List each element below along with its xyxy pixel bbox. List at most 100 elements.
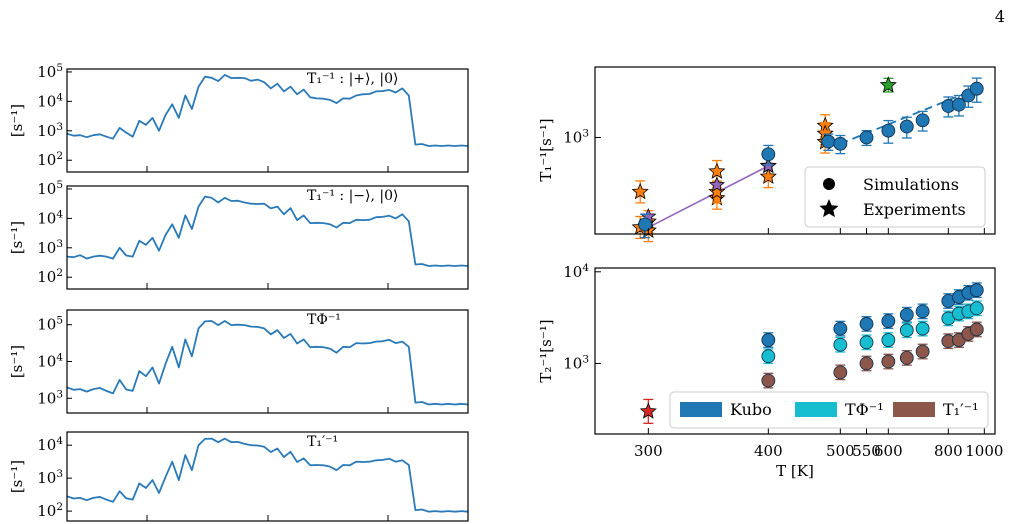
panel-frame	[66, 431, 469, 522]
kubo-point	[881, 314, 896, 328]
simulation-point	[859, 130, 874, 145]
experiment-point	[879, 76, 897, 93]
panel-frame	[66, 68, 469, 173]
legend-swatch	[680, 402, 722, 417]
y-tick-label: 103	[37, 388, 63, 407]
x-tick-label: 300	[634, 442, 663, 460]
x-tick-label: 400	[754, 442, 783, 460]
legend-swatch	[795, 402, 837, 417]
legend-label: TΦ⁻¹	[845, 400, 884, 419]
legend-label: T₁′⁻¹	[943, 400, 979, 419]
y-tick-label: 105	[37, 62, 63, 81]
tphi-point	[969, 301, 984, 316]
x-tick-label: 550	[852, 442, 881, 460]
t1p-point	[915, 344, 930, 359]
panel-frame	[66, 185, 469, 290]
y-axis-label: [s⁻¹]	[8, 460, 26, 493]
legend-label: Kubo	[730, 400, 772, 419]
y-axis-label: [s⁻¹]	[8, 104, 26, 137]
simulation-point	[881, 123, 896, 138]
simulation-point	[638, 217, 653, 232]
y-tick-label: 104	[37, 91, 63, 110]
legend-label-simulations: Simulations	[863, 175, 959, 194]
legend: Simulations Experiments	[804, 166, 986, 228]
panel-frame	[594, 66, 996, 235]
t1p-point	[833, 365, 848, 380]
series-line	[66, 437, 469, 513]
legend-marker-experiments	[819, 198, 839, 218]
legend: Kubo TΦ⁻¹ T₁′⁻¹	[669, 391, 989, 429]
legend-label-experiments: Experiments	[863, 200, 966, 219]
t1p-point	[881, 354, 896, 369]
kubo-point	[899, 307, 914, 322]
y-axis-label: [s⁻¹]	[8, 221, 26, 254]
y-tick-label: 103	[563, 353, 589, 372]
kubo-point	[859, 317, 874, 331]
series-line	[66, 74, 469, 147]
t1p-point	[899, 350, 914, 365]
panel-label: T₁⁻¹ : |−⟩, |0⟩	[307, 188, 398, 204]
kubo-point	[833, 321, 848, 336]
x-tick-label: 800	[934, 442, 963, 460]
time-series-panel-4: 102 103 104 T₁′⁻¹ [s⁻¹]	[8, 431, 469, 522]
simulation-point	[761, 147, 776, 162]
y-tick-label: 104	[37, 435, 63, 454]
experiment-point	[631, 182, 649, 200]
panel-label: T₁′⁻¹	[307, 434, 338, 450]
tphi-point	[881, 333, 896, 347]
experiment-point	[708, 162, 726, 179]
experiment-point	[639, 402, 657, 419]
t1p-point	[969, 322, 984, 337]
time-series-panel-2: 102 103 104 105 T₁⁻¹ : |−⟩, |0⟩ [s⁻¹]	[8, 179, 469, 290]
simulation-point	[899, 119, 914, 134]
panel-label: TΦ⁻¹	[307, 312, 341, 328]
series-line	[66, 320, 469, 406]
tphi-point	[761, 349, 776, 364]
x-tick-label: 1000	[965, 442, 1003, 460]
y-tick-label: 103	[563, 127, 589, 146]
panel-frame	[66, 309, 469, 414]
y-tick-label: 104	[563, 262, 589, 281]
y-axis-label: T₁⁻¹[s⁻¹]	[537, 118, 555, 181]
y-tick-label: 102	[37, 267, 63, 286]
time-series-panel-3: 103 104 105 TΦ⁻¹ [s⁻¹]	[8, 309, 469, 414]
y-tick-label: 104	[37, 208, 63, 227]
y-axis-label: [s⁻¹]	[8, 345, 26, 378]
simulation-point	[833, 136, 848, 151]
y-tick-label: 103	[37, 468, 63, 487]
kubo-point	[915, 304, 930, 319]
simulation-point	[915, 113, 930, 128]
simulation-point	[969, 81, 984, 96]
tphi-point	[859, 335, 874, 350]
experiment-fit-line	[647, 165, 769, 229]
y-tick-label: 103	[37, 238, 63, 257]
x-tick-label: 600	[874, 442, 903, 460]
experiment-point	[708, 182, 726, 200]
x-axis-label: T [K]	[776, 462, 814, 480]
panel-frame	[594, 267, 996, 435]
legend-marker-simulations	[823, 178, 835, 190]
page-number: 4	[995, 7, 1005, 26]
legend-swatch	[893, 402, 935, 417]
experiment-point	[759, 167, 777, 184]
t1p-point	[761, 373, 776, 388]
experiment-point	[708, 176, 725, 192]
simulation-point	[952, 97, 966, 112]
y-tick-label: 105	[37, 315, 63, 334]
y-tick-label: 104	[37, 352, 63, 371]
tphi-point	[899, 323, 914, 338]
y-tick-label: 105	[37, 179, 63, 198]
y-tick-label: 102	[37, 501, 63, 520]
x-tick-label: 500	[826, 442, 855, 460]
t1p-point	[859, 356, 874, 371]
y-tick-label: 102	[37, 150, 63, 169]
y-axis-label: T₂⁻¹[s⁻¹]	[537, 319, 555, 382]
time-series-panel-1: 102 103 104 105 T₁⁻¹ : |+⟩, |0⟩ [s⁻¹]	[8, 62, 469, 173]
kubo-point	[761, 333, 776, 347]
y-tick-label: 103	[37, 121, 63, 140]
kubo-point	[969, 283, 984, 298]
t1-scatter-panel: 103 T₁⁻¹[s⁻¹] Simulations Experiments	[537, 66, 996, 243]
